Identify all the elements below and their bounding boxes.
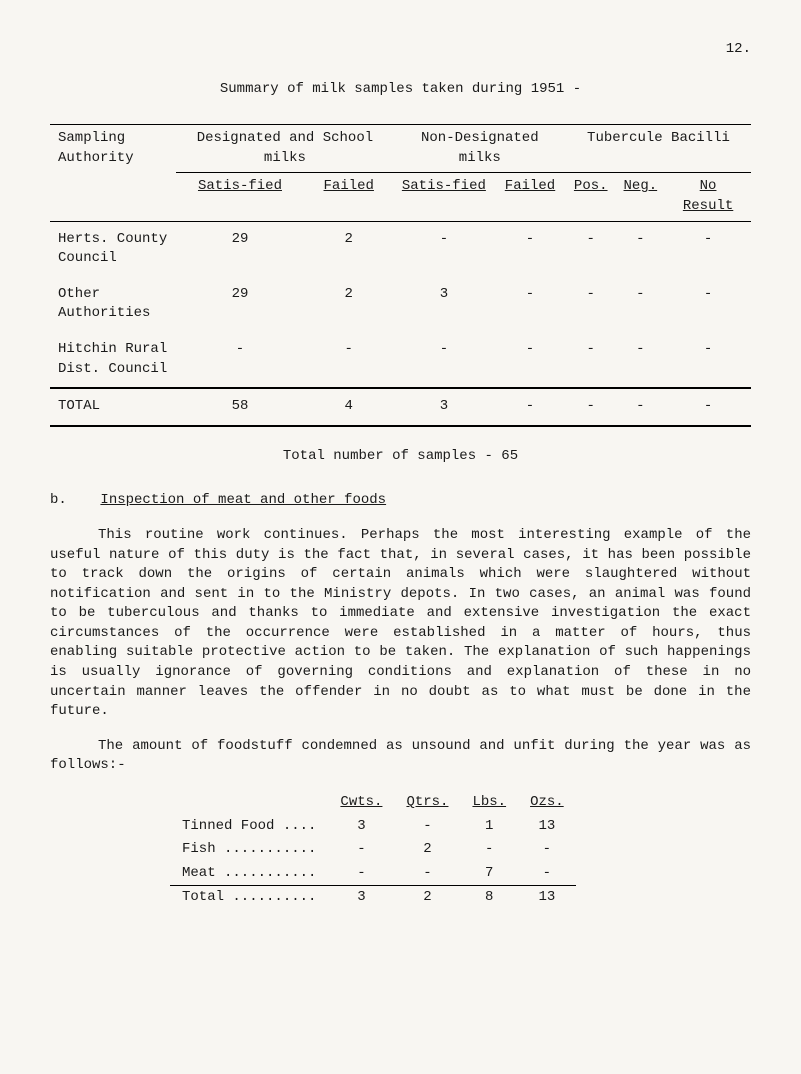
cell: 13	[518, 815, 576, 839]
cell: -	[665, 277, 751, 332]
cell: -	[616, 221, 666, 277]
header-nondesignated: Non-Designated milks	[394, 125, 566, 173]
cell: 4	[304, 388, 394, 426]
cell: -	[494, 221, 566, 277]
cell: 3	[394, 388, 494, 426]
cell: 3	[328, 886, 394, 910]
food-total-row: Total .......... 3 2 8 13	[170, 886, 576, 910]
cell: -	[460, 838, 518, 862]
cell: -	[566, 332, 616, 388]
cell: -	[394, 815, 460, 839]
subheader-failed2: Failed	[494, 173, 566, 221]
cell: -	[616, 277, 666, 332]
cell: 1	[460, 815, 518, 839]
table-header-row: Sampling Authority Designated and School…	[50, 125, 751, 173]
cell: 2	[394, 838, 460, 862]
cell: -	[518, 862, 576, 886]
food-table: Cwts. Qtrs. Lbs. Ozs. Tinned Food .... 3…	[170, 791, 576, 910]
empty-cell	[170, 791, 328, 815]
food-row: Fish ........... - 2 - -	[170, 838, 576, 862]
cell: 58	[176, 388, 304, 426]
food-row: Tinned Food .... 3 - 1 13	[170, 815, 576, 839]
cell: -	[566, 388, 616, 426]
cell: -	[494, 332, 566, 388]
cell: -	[394, 221, 494, 277]
food-label: Fish ...........	[170, 838, 328, 862]
cell: -	[394, 862, 460, 886]
summary-title: Summary of milk samples taken during 195…	[50, 80, 751, 100]
food-label: Meat ...........	[170, 862, 328, 886]
cell: -	[665, 221, 751, 277]
milk-samples-table: Sampling Authority Designated and School…	[50, 124, 751, 427]
subheader-satis1: Satis-fied	[176, 173, 304, 221]
section-b-heading: b. Inspection of meat and other foods	[50, 491, 751, 511]
cell-auth: Herts. County Council	[50, 221, 176, 277]
header-sampling: Sampling Authority	[50, 125, 176, 221]
cell: -	[328, 862, 394, 886]
cell-auth: Hitchin Rural Dist. Council	[50, 332, 176, 388]
subheader-neg: Neg.	[616, 173, 666, 221]
section-b-title: Inspection of meat and other foods	[100, 492, 386, 508]
cell: 2	[304, 221, 394, 277]
cell: -	[616, 332, 666, 388]
cell: 3	[328, 815, 394, 839]
table-total-row: TOTAL 58 4 3 - - - -	[50, 388, 751, 426]
table-row: Herts. County Council 29 2 - - - - -	[50, 221, 751, 277]
cell: 8	[460, 886, 518, 910]
subheader-pos: Pos.	[566, 173, 616, 221]
cell-total-label: TOTAL	[50, 388, 176, 426]
cell: -	[328, 838, 394, 862]
header-lbs: Lbs.	[460, 791, 518, 815]
cell-auth: Other Authorities	[50, 277, 176, 332]
cell: -	[176, 332, 304, 388]
cell: 13	[518, 886, 576, 910]
table-row: Hitchin Rural Dist. Council - - - - - - …	[50, 332, 751, 388]
cell: -	[616, 388, 666, 426]
food-table-header: Cwts. Qtrs. Lbs. Ozs.	[170, 791, 576, 815]
page-number: 12.	[50, 40, 751, 60]
subheader-failed1: Failed	[304, 173, 394, 221]
paragraph-1: This routine work continues. Perhaps the…	[50, 526, 751, 722]
subheader-noresult: No Result	[665, 173, 751, 221]
cell: 7	[460, 862, 518, 886]
cell: 2	[394, 886, 460, 910]
cell: -	[566, 277, 616, 332]
paragraph-2: The amount of foodstuff condemned as uns…	[50, 737, 751, 776]
cell: -	[494, 388, 566, 426]
cell: -	[665, 332, 751, 388]
subheader-satis2: Satis-fied	[394, 173, 494, 221]
table-row: Other Authorities 29 2 3 - - - -	[50, 277, 751, 332]
cell: -	[394, 332, 494, 388]
cell: 3	[394, 277, 494, 332]
header-cwts: Cwts.	[328, 791, 394, 815]
header-tubercule: Tubercule Bacilli	[566, 125, 751, 173]
header-ozs: Ozs.	[518, 791, 576, 815]
section-b-label: b.	[50, 492, 67, 508]
cell: 29	[176, 277, 304, 332]
total-samples-text: Total number of samples - 65	[50, 447, 751, 467]
header-qtrs: Qtrs.	[394, 791, 460, 815]
header-designated: Designated and School milks	[176, 125, 394, 173]
cell: -	[518, 838, 576, 862]
cell: -	[665, 388, 751, 426]
cell: 29	[176, 221, 304, 277]
cell: -	[304, 332, 394, 388]
food-label: Tinned Food ....	[170, 815, 328, 839]
cell: 2	[304, 277, 394, 332]
cell: -	[494, 277, 566, 332]
food-total-label: Total ..........	[170, 886, 328, 910]
food-row: Meat ........... - - 7 -	[170, 862, 576, 886]
cell: -	[566, 221, 616, 277]
